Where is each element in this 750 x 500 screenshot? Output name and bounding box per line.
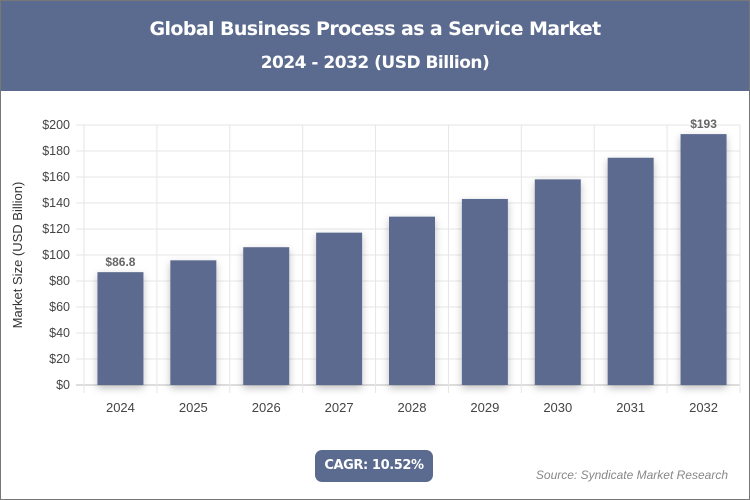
x-tick-label: 2029 <box>470 400 499 415</box>
x-tick-label: 2025 <box>179 400 208 415</box>
x-tick-label: 2031 <box>616 400 645 415</box>
chart-header: Global Business Process as a Service Mar… <box>1 1 749 91</box>
y-tick-label: $140 <box>42 196 70 210</box>
bar-2032 <box>680 134 727 385</box>
x-tick-label: 2028 <box>398 400 427 415</box>
data-label: $193 <box>690 117 717 131</box>
x-tick-label: 2026 <box>252 400 281 415</box>
data-label: $86.8 <box>105 255 135 269</box>
y-tick-label: $0 <box>56 378 70 392</box>
y-tick-label: $160 <box>42 170 70 184</box>
bar-2024 <box>97 272 144 385</box>
y-tick-label: $40 <box>49 326 70 340</box>
chart-title: Global Business Process as a Service Mar… <box>149 18 601 40</box>
x-tick-label: 2024 <box>106 400 135 415</box>
cagr-badge: CAGR: 10.52% <box>315 450 433 482</box>
y-tick-label: $20 <box>49 352 70 366</box>
x-tick-label: 2030 <box>543 400 572 415</box>
y-tick-label: $180 <box>42 144 70 158</box>
chart-subtitle: 2024 - 2032 (USD Billion) <box>260 53 490 73</box>
y-tick-label: $120 <box>42 222 70 236</box>
y-tick-label: $80 <box>49 274 70 288</box>
y-axis-label: Market Size (USD Billion) <box>10 182 25 329</box>
source-note: Source: Syndicate Market Research <box>535 468 728 482</box>
bar-2027 <box>316 232 363 385</box>
bar-2028 <box>389 216 435 385</box>
y-tick-label: $100 <box>42 248 70 262</box>
bar-2026 <box>243 247 290 385</box>
y-tick-label: $200 <box>42 118 70 132</box>
y-tick-label: $60 <box>49 300 70 314</box>
x-tick-label: 2032 <box>689 400 718 415</box>
bar-2030 <box>534 179 581 385</box>
bar-2025 <box>170 260 217 385</box>
bar-2031 <box>607 157 654 385</box>
x-tick-label: 2027 <box>325 400 354 415</box>
bar-2029 <box>461 198 508 385</box>
